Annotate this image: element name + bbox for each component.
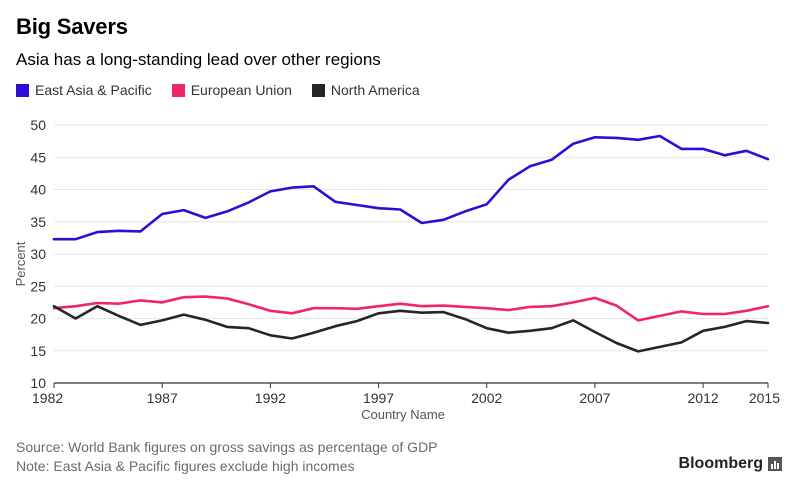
y-tick-label: 30 — [30, 246, 46, 262]
x-tick-label: 1992 — [255, 390, 286, 406]
y-tick-label: 25 — [30, 278, 46, 294]
y-tick-label: 45 — [30, 149, 46, 165]
series-line-european-union — [52, 295, 770, 322]
x-tick-label: 1982 — [32, 390, 63, 406]
legend-item-east-asia: East Asia & Pacific — [16, 82, 152, 98]
brand-logo: Bloomberg — [679, 455, 782, 473]
legend-swatch-eu — [171, 83, 185, 97]
footnote: Note: East Asia & Pacific figures exclud… — [16, 458, 355, 474]
y-tick-label: 20 — [30, 311, 46, 327]
y-tick-label: 10 — [30, 375, 46, 391]
series-line-east-asia-pacific — [52, 134, 770, 241]
legend-swatch-east-asia — [16, 83, 29, 97]
x-axis-title: Country Name — [361, 407, 445, 422]
legend-item-north-america: North America — [311, 82, 420, 98]
legend-swatch-north-america — [311, 83, 325, 97]
y-axis-title: Percent — [13, 241, 28, 286]
series-line-north-america — [52, 304, 770, 353]
x-tick-label: 2012 — [688, 390, 719, 406]
chart-title: Big Savers — [16, 14, 128, 39]
y-tick-label: 35 — [30, 214, 46, 230]
footer: Source: World Bank figures on gross savi… — [16, 438, 438, 476]
x-tick-label: 2007 — [579, 390, 610, 406]
x-tick-label: 2015 — [749, 390, 780, 406]
legend: East Asia & Pacific European Union North… — [16, 82, 440, 98]
legend-label-eu: European Union — [190, 82, 292, 98]
bloomberg-chart-icon — [768, 457, 782, 471]
y-tick-label: 40 — [30, 182, 46, 198]
y-tick-label: 50 — [30, 117, 46, 133]
chart-subtitle: Asia has a long-standing lead over other… — [16, 50, 381, 69]
x-tick-label: 1997 — [363, 390, 394, 406]
legend-label-east-asia: East Asia & Pacific — [35, 82, 152, 98]
legend-item-eu: European Union — [171, 82, 292, 98]
y-tick-label: 15 — [30, 343, 46, 359]
x-tick-label: 2002 — [471, 390, 502, 406]
legend-label-north-america: North America — [330, 82, 420, 98]
source-note: Source: World Bank figures on gross savi… — [16, 439, 438, 455]
x-tick-label: 1987 — [147, 390, 178, 406]
brand-name: Bloomberg — [678, 455, 763, 472]
